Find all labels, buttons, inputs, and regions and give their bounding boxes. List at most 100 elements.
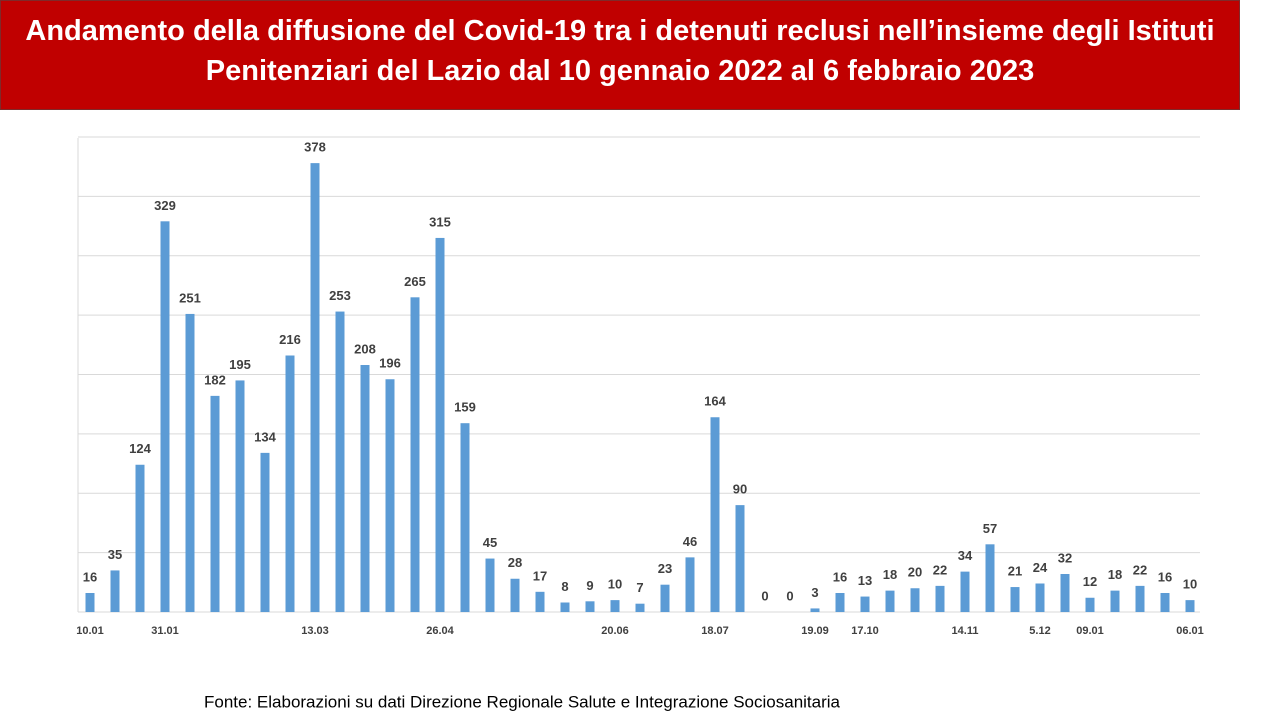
bar: [860, 596, 870, 612]
bar: [535, 591, 545, 612]
bar: [435, 237, 445, 612]
data-label: 34: [958, 548, 973, 563]
data-label: 10: [608, 577, 622, 592]
bar: [110, 570, 120, 612]
data-label: 16: [833, 569, 847, 584]
data-label: 32: [1058, 550, 1072, 565]
bar: [210, 395, 220, 612]
bar: [635, 603, 645, 612]
bar: [1160, 593, 1170, 612]
data-label: 35: [108, 547, 122, 562]
data-label: 315: [429, 214, 451, 229]
x-tick-label: 17.10: [851, 625, 879, 637]
bar: [285, 355, 295, 612]
data-label: 134: [254, 429, 276, 444]
data-label: 23: [658, 561, 672, 576]
bar: [610, 600, 620, 612]
x-tick-label: 19.09: [801, 625, 829, 637]
data-label: 251: [179, 290, 201, 305]
data-label: 265: [404, 274, 426, 289]
bar: [160, 221, 170, 612]
x-tick-label: 31.01: [151, 625, 179, 637]
bar: [385, 379, 395, 612]
data-label: 46: [683, 534, 697, 549]
data-label: 12: [1083, 574, 1097, 589]
data-label: 90: [733, 482, 747, 497]
data-label: 216: [279, 332, 301, 347]
bar: [1085, 597, 1095, 612]
data-label: 208: [354, 341, 376, 356]
data-label: 9: [586, 578, 593, 593]
data-label: 24: [1033, 560, 1048, 575]
data-label: 329: [154, 198, 176, 213]
data-label: 21: [1008, 564, 1022, 579]
bar: [1185, 600, 1195, 612]
bar: [310, 163, 320, 612]
bar: [735, 505, 745, 612]
bar: [660, 584, 670, 612]
data-label: 45: [483, 535, 497, 550]
bar: [585, 601, 595, 612]
data-label: 20: [908, 565, 922, 580]
data-label: 164: [704, 394, 726, 409]
bar: [935, 585, 945, 612]
bar: [810, 608, 820, 612]
source: Fonte: Elaborazioni su dati Direzione Re…: [204, 692, 841, 711]
data-label: 3: [811, 585, 818, 600]
data-label: 16: [83, 569, 97, 584]
data-label: 17: [533, 568, 547, 583]
x-tick-label: 5.12: [1029, 625, 1050, 637]
bar: [885, 590, 895, 612]
data-label: 159: [454, 400, 476, 415]
bar: [485, 558, 495, 612]
bar: [1060, 574, 1070, 612]
x-tick-label: 06.01: [1176, 625, 1204, 637]
bar: [960, 571, 970, 612]
bar: [260, 452, 270, 612]
x-tick-label: 14.11: [952, 625, 979, 637]
data-label: 195: [229, 357, 251, 372]
x-tick-label: 10.01: [76, 625, 104, 637]
bar: [985, 544, 995, 612]
data-label: 253: [329, 288, 351, 303]
data-label: 28: [508, 555, 522, 570]
data-label: 378: [304, 140, 326, 155]
data-label: 0: [761, 588, 768, 603]
bar: [460, 423, 470, 612]
bar: [235, 380, 245, 612]
bar: [835, 593, 845, 612]
bar: [360, 365, 370, 612]
bar: [560, 602, 570, 612]
bar: [185, 313, 195, 612]
data-label: 10: [1183, 577, 1197, 592]
x-tick-label: 09.01: [1076, 625, 1104, 637]
data-label: 16: [1158, 569, 1172, 584]
bar: [710, 417, 720, 612]
bar: [410, 297, 420, 612]
x-tick-label: 13.03: [301, 625, 329, 637]
x-tick-label: 26.04: [426, 625, 454, 637]
data-label: 57: [983, 521, 997, 536]
data-label: 7: [636, 580, 643, 595]
bar: [1135, 585, 1145, 612]
data-label: 8: [561, 579, 568, 594]
data-label: 22: [933, 562, 947, 577]
data-label: 196: [379, 356, 401, 371]
bar: [685, 557, 695, 612]
data-label: 18: [1108, 567, 1122, 582]
bar: [910, 588, 920, 612]
data-label: 0: [786, 588, 793, 603]
bar: [335, 311, 345, 612]
bar: [510, 578, 520, 612]
data-label: 182: [204, 372, 226, 387]
data-label: 22: [1133, 562, 1147, 577]
data-label: 124: [129, 441, 151, 456]
chart-title: Andamento della diffusione del Covid-19 …: [0, 0, 1240, 110]
x-tick-label: 20.06: [601, 625, 629, 637]
bar: [1035, 583, 1045, 612]
x-tick-label: 18.07: [701, 625, 729, 637]
bar: [1010, 587, 1020, 612]
bar: [85, 593, 95, 612]
